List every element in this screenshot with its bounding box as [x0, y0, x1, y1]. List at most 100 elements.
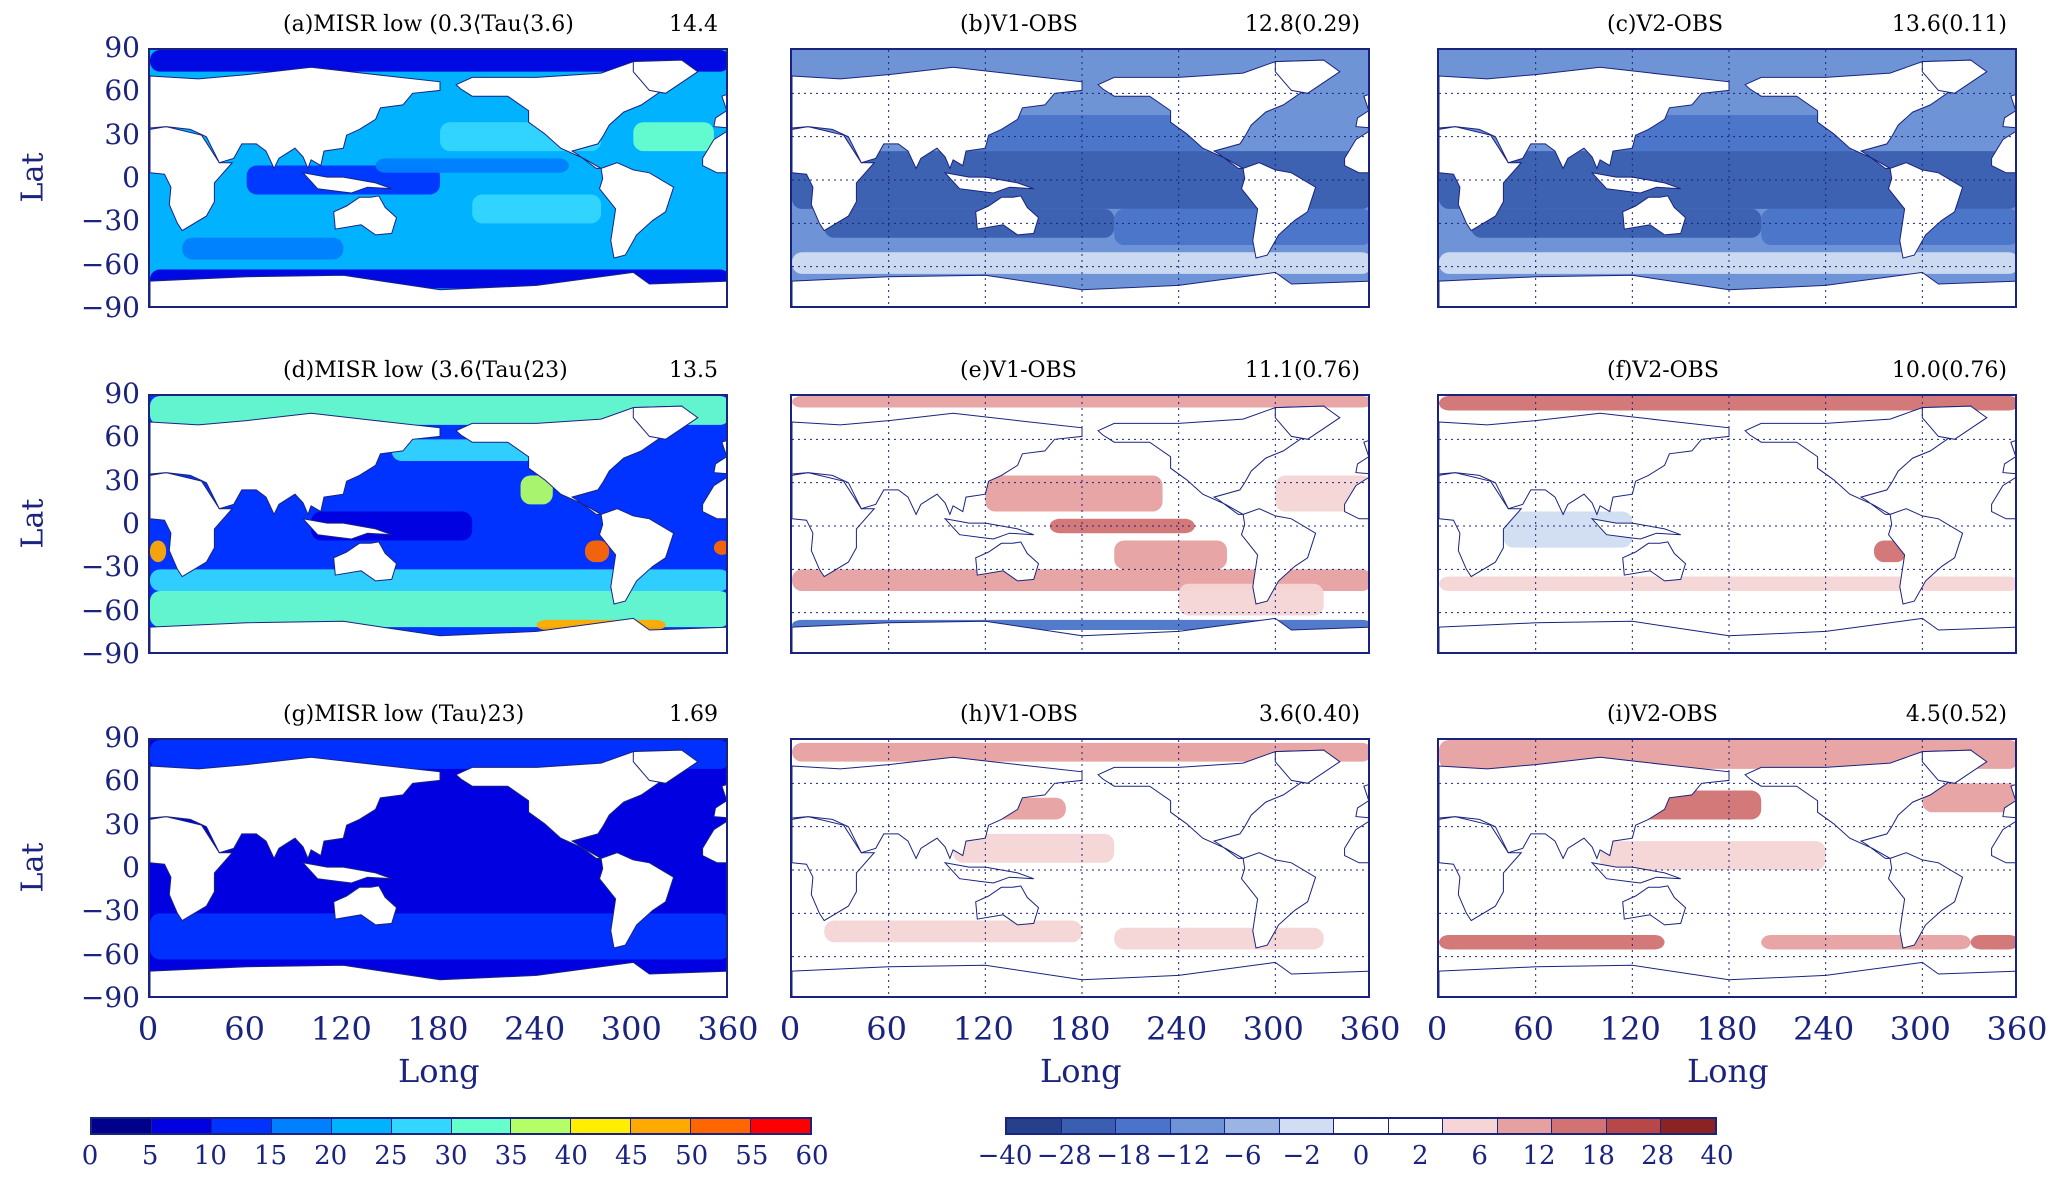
- colorbar-diff-label: −6: [1223, 1141, 1262, 1171]
- field-patch: [633, 122, 714, 152]
- long-tick: 120: [310, 1010, 372, 1048]
- field-patch: [375, 158, 569, 173]
- lat-tick: −90: [80, 981, 140, 1014]
- colorbar-diff-segment: [1661, 1119, 1715, 1133]
- continent-europeW: [1355, 94, 1368, 129]
- continent-samerica: [1240, 852, 1317, 949]
- lat-tick: 90: [104, 377, 140, 410]
- lat-tick: 0: [122, 161, 140, 194]
- continent-indonesia: [301, 862, 392, 884]
- continent-indonesia: [301, 518, 392, 540]
- field-patch: [1439, 396, 2015, 411]
- panel-stat-d: 13.5: [669, 358, 718, 383]
- lat-tick: 60: [104, 420, 140, 454]
- continent-antarctica: [150, 271, 726, 306]
- continent-samerica: [1887, 508, 1964, 605]
- field-patch: [150, 569, 726, 591]
- long-axis-title: Long: [398, 1052, 480, 1090]
- lat-axis-title: Lat: [15, 152, 51, 203]
- map-panel-g: [148, 738, 728, 998]
- continent-europeW: [713, 784, 726, 819]
- colorbar-obs-segment: [92, 1119, 152, 1133]
- lat-tick: 30: [104, 807, 140, 841]
- colorbar-diff-segment: [1225, 1119, 1280, 1133]
- long-axis-title: Long: [1687, 1052, 1769, 1090]
- continent-australia: [333, 195, 398, 236]
- long-tick: 360: [1986, 1010, 2048, 1048]
- field-patch: [1439, 252, 2015, 274]
- lat-tick: −30: [80, 204, 140, 238]
- colorbar-obs-segment: [151, 1119, 212, 1133]
- field-patch: [520, 475, 553, 505]
- long-tick: 0: [137, 1010, 159, 1048]
- continent-australia: [333, 541, 398, 582]
- map-panel-f: [1437, 394, 2017, 654]
- colorbar-diff-label: 0: [1352, 1141, 1370, 1171]
- colorbar-obs-label: 0: [81, 1141, 99, 1171]
- field-patch: [182, 237, 344, 260]
- panel-title-e: (e)V1-OBS: [960, 358, 1077, 383]
- panel-stat-i: 4.5(0.52): [1905, 702, 2007, 727]
- lat-tick: −90: [80, 291, 140, 324]
- continent-eurasia: [1439, 756, 1730, 860]
- colorbar-diff-label: 2: [1412, 1141, 1429, 1171]
- long-tick: 360: [1339, 1010, 1401, 1048]
- panel-stat-g: 1.69: [669, 702, 718, 727]
- field-patch: [1922, 783, 2015, 813]
- colorbar-obs-label: 40: [554, 1141, 588, 1171]
- field-patch: [1761, 935, 1971, 950]
- field-patch: [1471, 208, 1762, 238]
- map-panel-b: [790, 48, 1370, 308]
- colorbar-obs-segment: [451, 1119, 512, 1133]
- lat-tick: −60: [80, 593, 140, 627]
- lat-tick: −30: [80, 550, 140, 584]
- continent-eurasia: [1439, 66, 1730, 170]
- field-patch: [150, 591, 726, 628]
- continent-greenland: [1921, 405, 1988, 440]
- long-tick: 0: [1426, 1010, 1448, 1048]
- field-patch: [1114, 927, 1324, 950]
- continent-australia: [333, 885, 398, 926]
- colorbar-diff-label: 18: [1581, 1141, 1615, 1171]
- continent-europeW: [713, 440, 726, 475]
- continent-antarctica: [150, 617, 726, 652]
- long-tick: 360: [697, 1010, 759, 1048]
- continent-africa: [792, 816, 876, 922]
- colorbar-obs-label: 55: [735, 1141, 769, 1171]
- colorbar-diff: [1005, 1117, 1717, 1135]
- map-panel-d: [148, 394, 728, 654]
- panel-title-a: (a)MISR low (0.3⟨Tau⟨3.6): [283, 12, 574, 37]
- field-patch: [1600, 841, 1826, 870]
- continent-africa: [792, 472, 876, 578]
- colorbar-diff-label: −18: [1096, 1141, 1152, 1171]
- long-tick: 180: [1049, 1010, 1111, 1048]
- continent-greenland: [1921, 59, 1988, 94]
- lat-tick: 0: [122, 507, 140, 540]
- colorbar-obs-segment: [331, 1119, 392, 1133]
- continent-europeW: [2002, 94, 2015, 129]
- continent-indonesia: [943, 862, 1034, 884]
- long-tick: 0: [779, 1010, 801, 1048]
- panel-title-i: (i)V2-OBS: [1607, 702, 1718, 727]
- field-patch: [1761, 208, 2015, 245]
- lat-tick: 60: [104, 74, 140, 108]
- colorbar-obs-segment: [511, 1119, 572, 1133]
- colorbar-diff-label: 6: [1471, 1141, 1488, 1171]
- colorbar-obs-segment: [691, 1119, 752, 1133]
- long-tick: 300: [600, 1010, 662, 1048]
- continent-europeW: [2002, 440, 2015, 475]
- colorbar-diff-segment: [1334, 1119, 1389, 1133]
- colorbar-obs-label: 60: [795, 1141, 829, 1171]
- field-patch: [1439, 935, 1665, 950]
- colorbar-diff-segment: [1606, 1119, 1662, 1133]
- continent-africa: [1439, 126, 1523, 232]
- colorbar-obs-label: 30: [434, 1141, 468, 1171]
- continent-samerica: [1240, 508, 1317, 605]
- long-tick: 120: [952, 1010, 1014, 1048]
- field-patch: [150, 913, 726, 960]
- lat-tick: −60: [80, 937, 140, 971]
- continent-australia: [975, 195, 1040, 236]
- lat-tick: 0: [122, 851, 140, 884]
- colorbar-obs-label: 25: [374, 1141, 408, 1171]
- field-patch: [1970, 935, 2015, 950]
